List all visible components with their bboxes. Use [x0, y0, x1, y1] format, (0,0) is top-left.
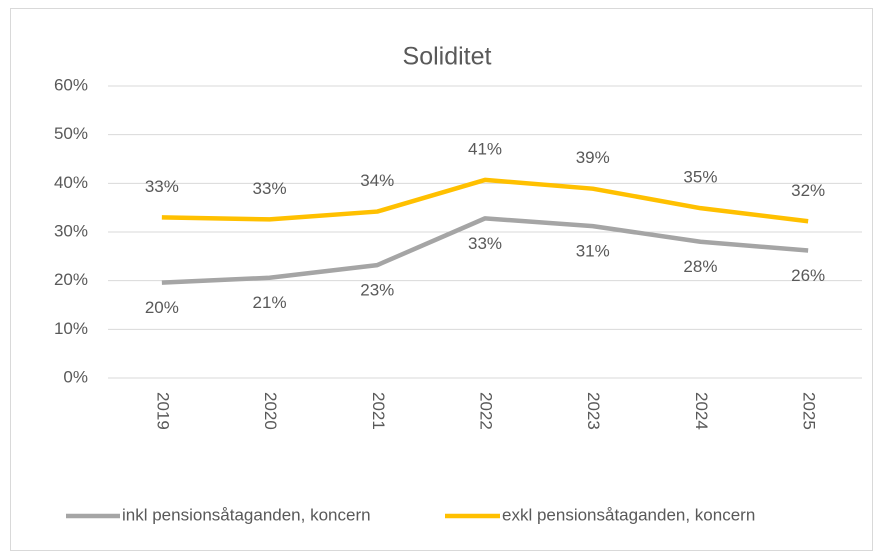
y-tick-label: 50%	[54, 124, 88, 143]
series-line	[161, 177, 809, 224]
data-label: 35%	[683, 168, 717, 187]
chart-title: Soliditet	[403, 43, 492, 71]
data-label: 39%	[576, 148, 610, 167]
y-tick-label: 0%	[63, 367, 88, 386]
x-tick-label: 2020	[261, 392, 280, 430]
x-tick-label: 2025	[800, 392, 819, 430]
chart-border	[10, 8, 873, 551]
y-tick-label: 60%	[54, 75, 88, 94]
y-tick-label: 10%	[54, 319, 88, 338]
y-tick-label: 30%	[54, 221, 88, 240]
data-label: 33%	[468, 234, 502, 253]
x-tick-label: 2019	[153, 392, 172, 430]
series-line	[161, 216, 809, 285]
data-label: 32%	[791, 181, 825, 200]
data-label: 20%	[145, 298, 179, 317]
y-tick-label: 40%	[54, 173, 88, 192]
data-label: 33%	[145, 177, 179, 196]
legend-label: inkl pensionsåtaganden, koncern	[122, 505, 371, 524]
x-tick-label: 2024	[692, 392, 711, 430]
data-label: 31%	[576, 242, 610, 261]
data-label: 41%	[468, 139, 502, 158]
legend-label: exkl pensionsåtaganden, koncern	[502, 505, 755, 524]
data-label: 21%	[253, 293, 287, 312]
data-label: 34%	[360, 171, 394, 190]
y-tick-label: 20%	[54, 270, 88, 289]
x-tick-label: 2022	[477, 392, 496, 430]
data-label: 23%	[360, 281, 394, 300]
data-label: 33%	[253, 179, 287, 198]
x-tick-label: 2023	[584, 392, 603, 430]
data-label: 26%	[791, 266, 825, 285]
data-label: 28%	[683, 257, 717, 276]
x-tick-label: 2021	[369, 392, 388, 430]
